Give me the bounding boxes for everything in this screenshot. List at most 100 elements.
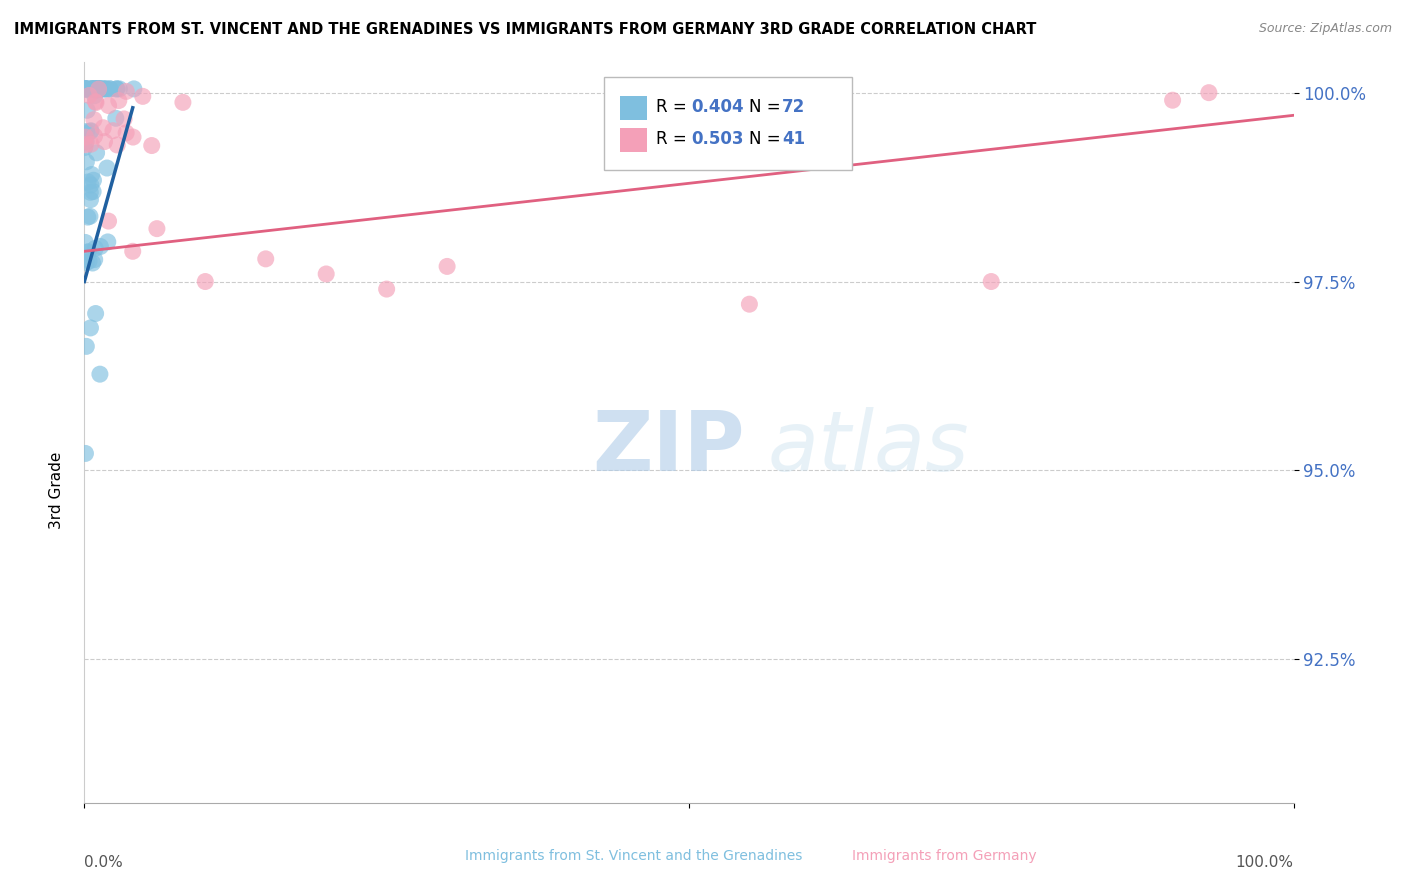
Point bbox=[115, 84, 138, 98]
Point bbox=[194, 275, 217, 289]
Point bbox=[122, 130, 145, 145]
Point bbox=[91, 120, 114, 135]
Text: 3rd Grade: 3rd Grade bbox=[49, 452, 63, 529]
Text: 0.503: 0.503 bbox=[692, 129, 744, 148]
Point bbox=[82, 185, 104, 199]
Point bbox=[79, 193, 101, 207]
Point bbox=[93, 135, 115, 149]
Point bbox=[75, 130, 97, 145]
Point bbox=[121, 244, 143, 259]
Point bbox=[90, 82, 112, 96]
Point bbox=[91, 82, 114, 96]
Point bbox=[75, 137, 97, 152]
Point bbox=[108, 82, 131, 96]
Point bbox=[82, 82, 104, 96]
Point bbox=[75, 82, 97, 96]
Text: atlas: atlas bbox=[768, 407, 969, 488]
Point bbox=[87, 82, 110, 96]
Point bbox=[97, 214, 120, 228]
Point bbox=[97, 235, 120, 249]
Point bbox=[75, 446, 97, 460]
Point bbox=[1198, 86, 1220, 100]
Point bbox=[77, 175, 100, 189]
Point bbox=[84, 306, 107, 320]
Point bbox=[76, 82, 98, 96]
Point bbox=[375, 282, 398, 296]
Point bbox=[122, 82, 145, 96]
Text: IMMIGRANTS FROM ST. VINCENT AND THE GRENADINES VS IMMIGRANTS FROM GERMANY 3RD GR: IMMIGRANTS FROM ST. VINCENT AND THE GREN… bbox=[14, 22, 1036, 37]
Point bbox=[980, 275, 1002, 289]
Point bbox=[83, 82, 105, 96]
Point bbox=[112, 112, 135, 126]
Point bbox=[172, 95, 194, 110]
Point bbox=[89, 239, 111, 253]
Point bbox=[86, 82, 108, 96]
Point bbox=[76, 210, 98, 224]
Point bbox=[96, 82, 118, 96]
Text: 41: 41 bbox=[782, 129, 806, 148]
Point bbox=[84, 241, 107, 255]
Point bbox=[105, 82, 128, 96]
Point bbox=[83, 252, 105, 267]
Point bbox=[77, 82, 100, 96]
Text: R =: R = bbox=[657, 129, 692, 148]
Point bbox=[93, 82, 115, 96]
Point bbox=[105, 82, 128, 96]
Point bbox=[97, 98, 120, 112]
Text: Immigrants from Germany: Immigrants from Germany bbox=[852, 849, 1036, 863]
Point bbox=[105, 138, 128, 153]
Point bbox=[83, 88, 105, 103]
Point bbox=[75, 154, 97, 169]
Point bbox=[80, 178, 103, 192]
Point bbox=[80, 82, 103, 96]
Point bbox=[73, 140, 96, 154]
Text: Source: ZipAtlas.com: Source: ZipAtlas.com bbox=[1258, 22, 1392, 36]
Point bbox=[83, 82, 105, 96]
Point bbox=[96, 161, 118, 175]
Point bbox=[77, 88, 100, 103]
Point bbox=[83, 129, 105, 144]
Point bbox=[77, 245, 100, 260]
Point bbox=[94, 82, 117, 96]
Point bbox=[89, 82, 111, 96]
Point bbox=[75, 235, 97, 250]
FancyBboxPatch shape bbox=[620, 128, 647, 152]
Text: ZIP: ZIP bbox=[592, 407, 745, 488]
Point bbox=[80, 124, 103, 138]
Point bbox=[82, 256, 104, 270]
Point bbox=[146, 221, 169, 235]
Text: N =: N = bbox=[749, 129, 786, 148]
Point bbox=[73, 82, 96, 96]
Point bbox=[75, 82, 97, 96]
Point bbox=[87, 82, 110, 96]
FancyBboxPatch shape bbox=[429, 847, 453, 866]
Point bbox=[101, 124, 124, 138]
Point bbox=[89, 82, 111, 96]
Point bbox=[86, 82, 108, 96]
Text: 100.0%: 100.0% bbox=[1236, 855, 1294, 870]
Point bbox=[76, 124, 98, 138]
Point bbox=[315, 267, 337, 281]
Text: 72: 72 bbox=[782, 98, 806, 116]
Point bbox=[75, 135, 97, 149]
Text: Immigrants from St. Vincent and the Grenadines: Immigrants from St. Vincent and the Gren… bbox=[465, 849, 803, 863]
Point bbox=[86, 145, 108, 160]
Point bbox=[80, 168, 103, 182]
Point bbox=[86, 82, 108, 96]
Point bbox=[115, 126, 138, 140]
Point bbox=[87, 82, 110, 96]
Point bbox=[84, 95, 107, 109]
Point bbox=[80, 137, 103, 152]
Point bbox=[82, 82, 104, 96]
Point bbox=[80, 82, 103, 96]
Text: 0.404: 0.404 bbox=[692, 98, 744, 116]
Point bbox=[132, 89, 155, 103]
Point bbox=[254, 252, 277, 266]
Point bbox=[79, 186, 101, 200]
Point bbox=[84, 95, 107, 110]
Point bbox=[141, 138, 163, 153]
Point bbox=[738, 297, 761, 311]
Point bbox=[1161, 93, 1184, 107]
Point bbox=[79, 321, 101, 335]
Point bbox=[83, 82, 105, 96]
